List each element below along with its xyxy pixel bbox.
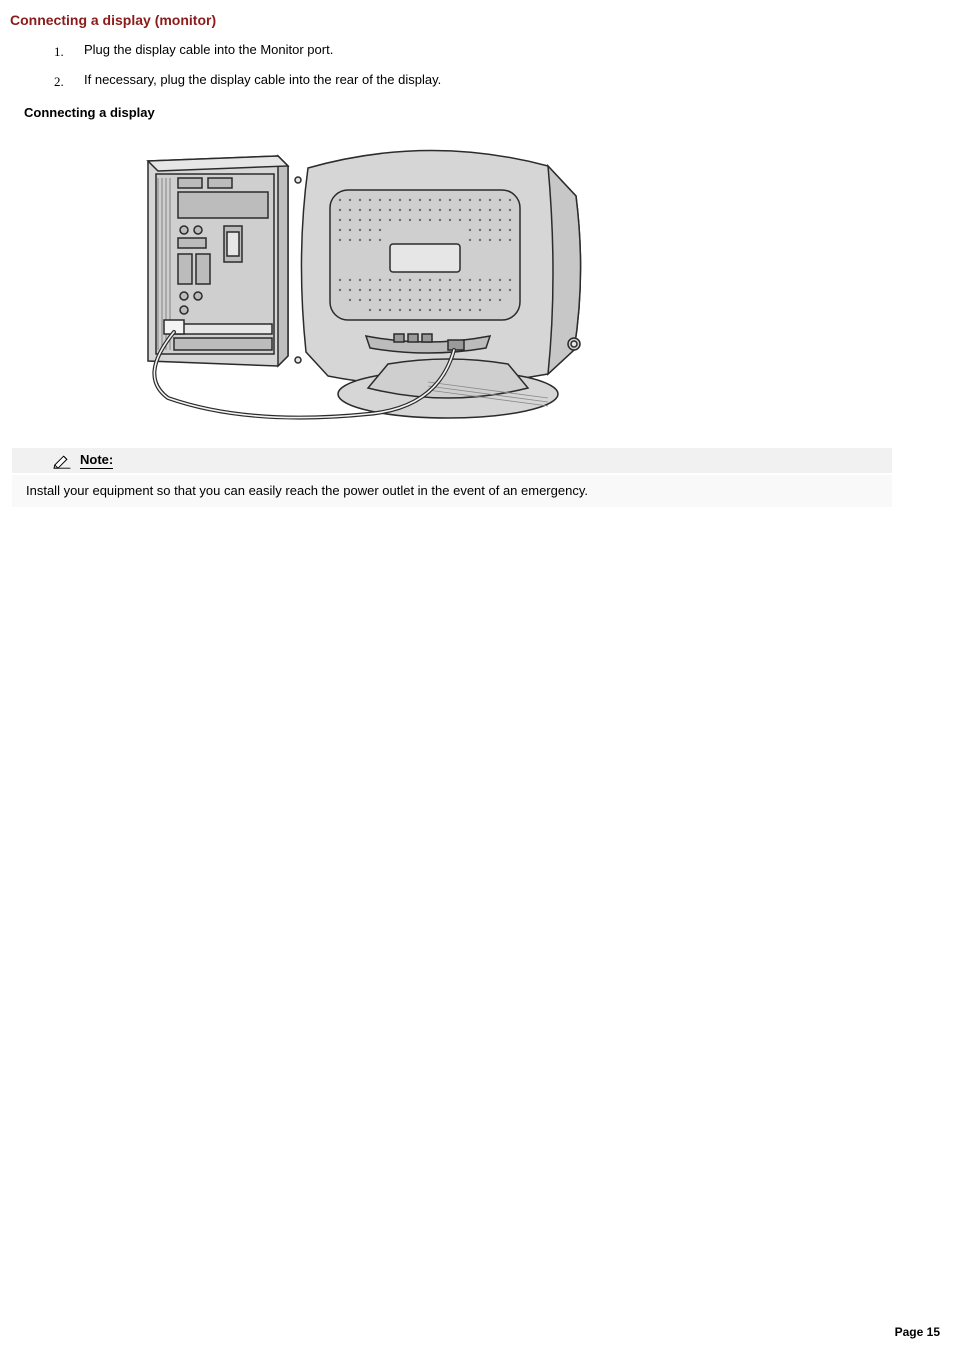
monitor-connection-illustration	[128, 126, 588, 426]
page-number: Page 15	[895, 1325, 940, 1339]
steps-list: 1. Plug the display cable into the Monit…	[54, 40, 944, 89]
figure-caption: Connecting a display	[24, 105, 944, 120]
figure-illustration	[128, 126, 588, 426]
step-item: 2. If necessary, plug the display cable …	[54, 70, 944, 90]
step-text: Plug the display cable into the Monitor …	[84, 42, 333, 57]
step-number: 2.	[54, 72, 64, 92]
step-text: If necessary, plug the display cable int…	[84, 72, 441, 87]
note-body: Install your equipment so that you can e…	[12, 475, 892, 507]
section-heading: Connecting a display (monitor)	[10, 12, 944, 28]
note-header-bar: Note:	[12, 448, 892, 473]
document-page: Connecting a display (monitor) 1. Plug t…	[0, 0, 954, 1351]
pencil-note-icon	[52, 453, 72, 469]
step-number: 1.	[54, 42, 64, 62]
step-item: 1. Plug the display cable into the Monit…	[54, 40, 944, 60]
note-label: Note:	[80, 452, 113, 469]
